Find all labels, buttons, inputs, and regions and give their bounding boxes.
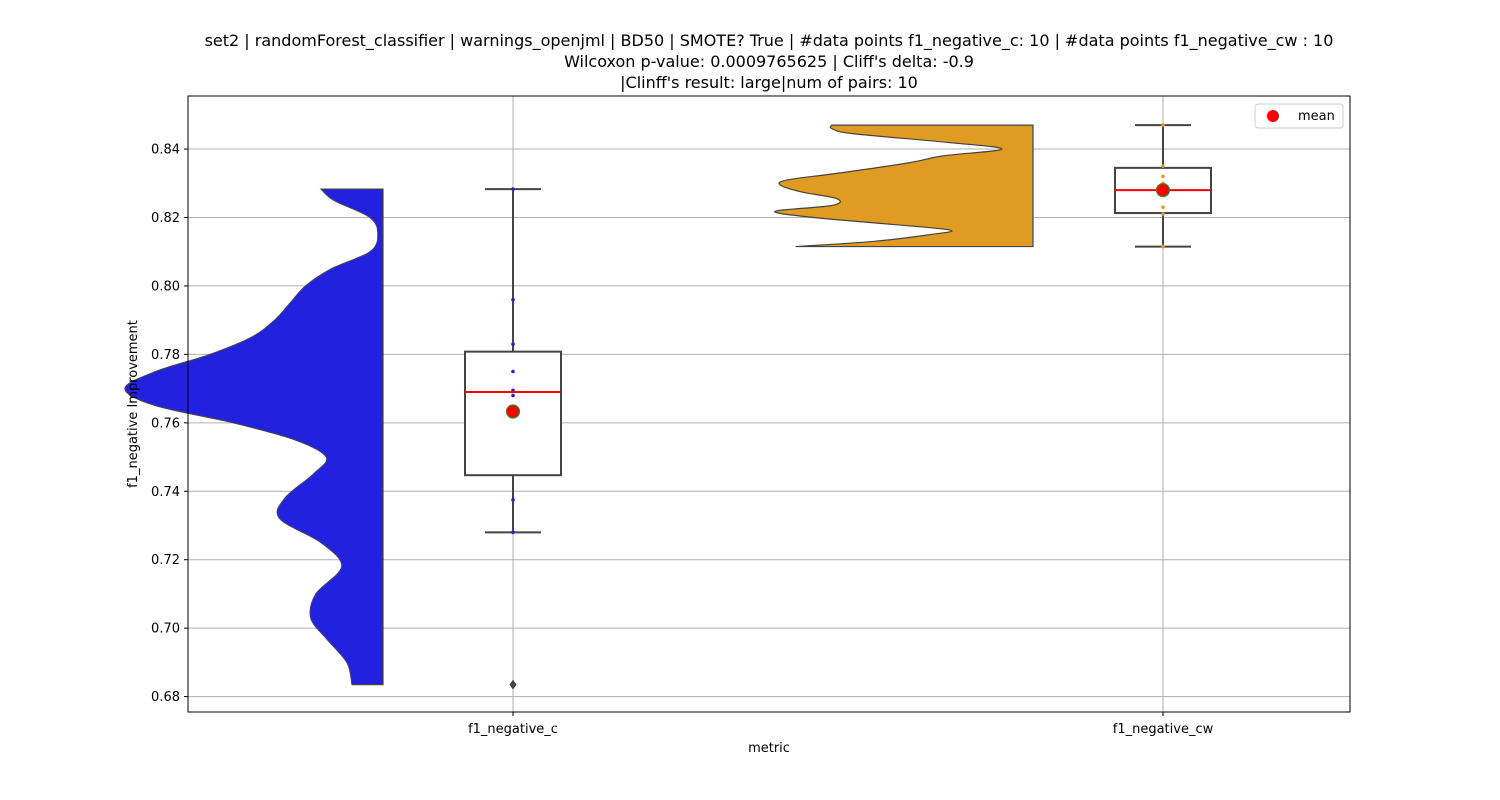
data-point <box>511 530 515 535</box>
data-point <box>511 187 515 191</box>
legend-box <box>1254 103 1344 129</box>
plot-area-frame <box>187 95 1351 713</box>
x-tick-label: f1_negative_cw <box>1113 722 1214 737</box>
x-axis-ticks: f1_negative_c f1_negative_cw <box>468 712 1214 737</box>
y-tick-label: 0.76 <box>151 416 180 431</box>
title-line-2: Wilcoxon p-value: 0.0009765625 | Cliff's… <box>564 52 974 71</box>
violins <box>124 124 1034 686</box>
mean-marker <box>505 404 521 419</box>
data-point <box>511 369 515 374</box>
y-axis-ticks: 0.68 0.70 0.72 0.74 0.76 0.78 0.80 0.82 0.84 <box>151 143 188 705</box>
legend-label: mean <box>1298 109 1335 124</box>
title-line-3: |Clinff's result: large|num of pairs: 10 <box>620 73 918 92</box>
legend-mean-marker <box>1267 110 1279 122</box>
y-axis-label: f1_negative Improvement <box>126 320 141 488</box>
y-tick-label: 0.70 <box>151 622 180 637</box>
chart-title: set2 | randomForest_classifier | warning… <box>205 31 1334 92</box>
y-tick-label: 0.84 <box>151 143 180 158</box>
data-point <box>511 297 515 302</box>
mean-marker <box>1155 183 1171 198</box>
data-point <box>1161 174 1165 179</box>
violin-f1_negative_cw <box>774 124 1034 248</box>
data-point <box>1161 205 1165 210</box>
y-tick-label: 0.78 <box>151 348 180 363</box>
outlier-marker <box>509 679 517 690</box>
violin-f1_negative_c <box>124 188 384 686</box>
boxplots <box>464 123 1212 690</box>
data-point <box>511 393 515 398</box>
y-tick-label: 0.80 <box>151 279 180 294</box>
data-point <box>511 342 515 346</box>
y-tick-label: 0.72 <box>151 553 180 568</box>
y-tick-label: 0.74 <box>151 485 180 500</box>
data-point <box>1161 244 1165 249</box>
data-point <box>1161 212 1165 216</box>
x-tick-label: f1_negative_c <box>468 722 558 737</box>
data-point <box>1161 164 1165 168</box>
data-point <box>511 498 515 502</box>
legend: mean <box>1254 103 1344 129</box>
y-tick-label: 0.68 <box>151 690 180 705</box>
x-axis-label: metric <box>748 741 790 756</box>
title-line-1: set2 | randomForest_classifier | warning… <box>205 31 1334 51</box>
data-point <box>1161 123 1165 127</box>
y-tick-label: 0.82 <box>151 211 180 226</box>
